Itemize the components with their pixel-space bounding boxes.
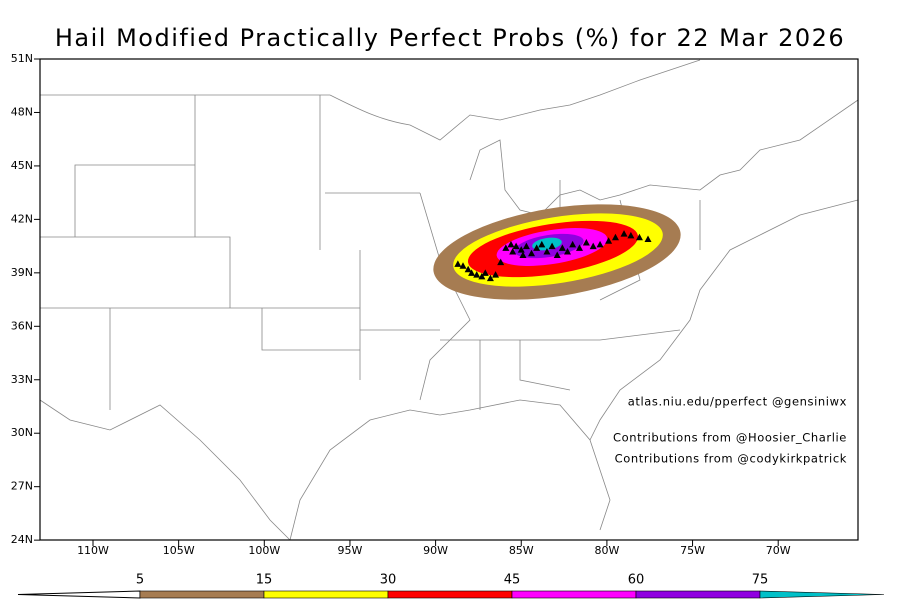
hail-report [519,251,527,259]
lat-label: 36N [11,319,33,332]
lon-label: 100W [248,544,280,557]
colorbar-label: 5 [136,573,144,588]
lat-label: 45N [11,159,33,172]
lon-label: 85W [509,544,534,557]
hail-report [497,258,505,266]
title: Hail Modified Practically Perfect Probs … [55,24,845,52]
colorbar-label: 15 [256,573,273,588]
map-frame [39,58,859,541]
hail-report [575,244,583,251]
lat-label: 39N [11,266,33,279]
hail-report [605,237,613,244]
lon-label: 105W [163,544,195,557]
hail-report [478,272,486,280]
hail-report [538,240,546,248]
lat-label: 33N [11,373,33,386]
lat-label: 30N [11,426,33,439]
lon-label: 70W [766,544,791,557]
colorbar-segment [387,590,513,599]
hail-report [548,242,556,250]
lon-label: 110W [77,544,109,557]
hail-report [468,269,476,276]
hail-report [635,233,643,241]
lon-label: 95W [338,544,363,557]
hail-report [528,249,536,257]
hail-report [589,242,597,250]
colorbar-segment [263,590,389,599]
hail-report [486,274,494,282]
basemap [39,59,859,541]
lon-label: 75W [680,544,705,557]
hail-report [492,271,500,278]
lon-label: 90W [423,544,448,557]
colorbar-label: 75 [752,573,769,588]
colorbar-label: 45 [504,573,521,588]
hail-report [558,244,566,251]
lat-label: 48N [11,105,33,118]
hail-report [509,247,517,255]
hail-report [644,235,652,242]
hail-report [620,230,628,237]
colorbar-high-end [759,590,885,599]
hail-report [543,247,551,255]
hail-report [464,265,472,273]
hail-report [582,239,590,246]
lon-label: 80W [594,544,619,557]
credit: atlas.niu.edu/pperfect @gensiniwx [628,395,847,409]
hail-report [481,269,489,276]
hail-report [564,247,572,255]
colorbar-low-end [17,590,141,599]
colorbar-segment [635,590,761,599]
hail-report [454,260,462,267]
lat-label: 24N [11,533,33,546]
hail-report [533,244,541,251]
hail-reports [454,230,652,282]
credit: Contributions from @Hoosier_Charlie [613,431,847,445]
hail-report [459,262,467,269]
hail-report [553,251,561,259]
hail-report [611,233,619,241]
colorbar-segment [139,590,265,599]
lat-label: 42N [11,212,33,225]
hail-report [512,242,520,250]
hail-report [502,244,510,251]
colorbar-label: 60 [628,573,645,588]
lat-label: 51N [11,52,33,65]
hail-report [627,231,635,239]
lat-label: 27N [11,480,33,493]
hail-report [507,240,515,248]
hail-report [522,242,530,250]
hail-report [596,240,604,248]
hail-report [473,271,481,278]
hail-report [569,240,577,248]
colorbar-label: 30 [380,573,397,588]
credit: Contributions from @codykirkpatrick [615,452,847,466]
colorbar-segment [511,590,637,599]
hail-report [517,246,525,253]
